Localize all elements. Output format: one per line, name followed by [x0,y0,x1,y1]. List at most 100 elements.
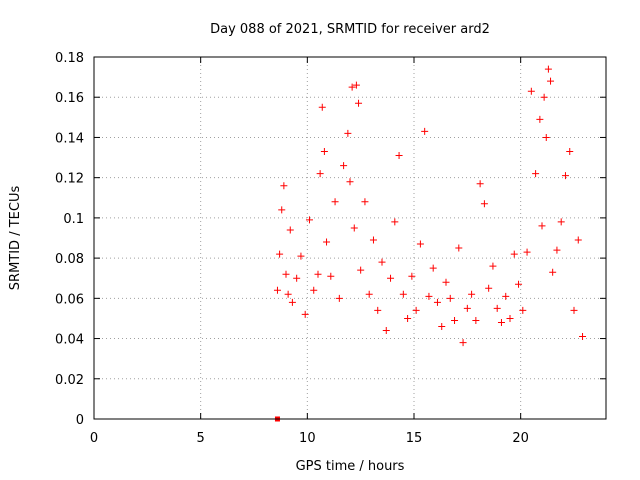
data-point [305,216,313,224]
data-point [280,182,288,190]
data-point [579,333,587,341]
data-point [314,270,322,278]
data-point [316,170,324,178]
data-point [327,272,335,280]
data-point [335,294,343,302]
data-point [408,272,416,280]
data-point [570,306,578,314]
data-point [561,172,569,180]
data-point [310,286,318,294]
y-tick-label: 0.16 [55,91,84,106]
data-point [399,290,407,298]
x-tick-label: 15 [406,431,423,446]
data-point [352,81,360,89]
x-tick-label: 10 [299,431,316,446]
data-point [472,316,480,324]
data-point [391,218,399,226]
data-point [451,316,459,324]
data-point [429,264,437,272]
y-tick-label: 0.08 [55,252,84,267]
data-point [412,306,420,314]
data-point [297,252,305,260]
data-point [438,322,446,330]
data-point [459,339,467,347]
data-point [493,304,501,312]
plot-frame [93,56,607,420]
data-point [538,222,546,230]
data-point [331,198,339,206]
data-point [547,77,555,85]
data-point [350,224,358,232]
data-point [346,178,354,186]
y-tick-label: 0.1 [63,212,84,227]
data-point [348,83,356,91]
data-point [542,133,550,141]
data-point [282,270,290,278]
data-point [416,240,424,248]
data-point [476,180,484,188]
data-point [468,290,476,298]
data-point [540,93,548,101]
grid [94,57,606,419]
data-point [340,162,348,170]
data-point [536,115,544,123]
data-point [421,127,429,135]
y-tick-label: 0 [76,413,84,428]
y-tick-label: 0.02 [55,373,84,388]
data-point [433,298,441,306]
data-point [344,129,352,137]
data-point [288,298,296,306]
data-point [515,280,523,288]
data-point [378,258,386,266]
data-point [365,290,373,298]
data-point [549,268,557,276]
x-tick-label: 0 [90,431,98,446]
data-point [544,65,552,73]
data-point [355,99,363,107]
data-point [455,244,463,252]
data-point [278,206,286,214]
data-point [369,236,377,244]
y-tick-label: 0.14 [55,131,84,146]
data-point [489,262,497,270]
data-point [553,246,561,254]
data-point [320,148,328,156]
y-axis-label: SRMTID / TECUs [8,186,23,291]
data-point [387,274,395,282]
data-point [480,200,488,208]
data-point [519,306,527,314]
data-point [323,238,331,246]
points [273,65,587,347]
data-point [382,327,390,335]
data-point [273,286,281,294]
data-point [532,170,540,178]
data-point [442,278,450,286]
chart-title: Day 088 of 2021, SRMTID for receiver ard… [210,22,490,37]
data-point [502,292,510,300]
data-point [497,318,505,326]
y-tick-label: 0.06 [55,292,84,307]
data-point [446,294,454,302]
data-point [557,218,565,226]
data-point [293,274,301,282]
data-point [566,148,574,156]
x-axis-label: GPS time / hours [296,459,405,474]
data-point [574,236,582,244]
data-point [510,250,518,258]
data-point [374,306,382,314]
x-tick-label: 20 [512,431,529,446]
data-point [506,314,514,322]
tick-labels: 0 0.02 0.04 0.06 0.08 0.1 0.12 0.14 0.16 0.18 0 5 10… [55,51,529,446]
y-tick-label: 0.12 [55,172,84,187]
data-point [284,290,292,298]
data-point [523,248,531,256]
axis-ticks [93,56,606,420]
data-point [276,250,284,258]
data-point [318,103,326,111]
x-tick-label: 5 [197,431,205,446]
data-point [485,284,493,292]
data-point [425,292,433,300]
y-tick-label: 0.18 [55,51,84,66]
data-point [357,266,365,274]
